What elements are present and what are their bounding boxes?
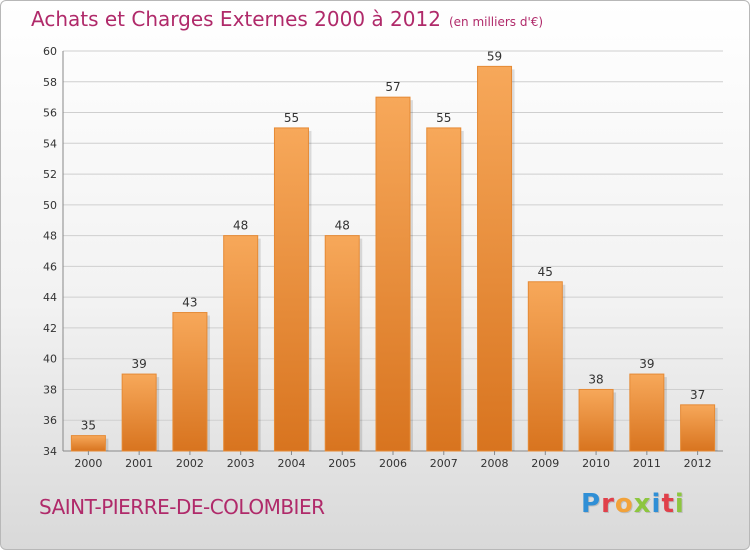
x-tick-label: 2002 [176,457,204,470]
y-tick-label: 60 [43,45,57,58]
bar-2008 [477,65,513,452]
x-tick-label: 2010 [582,457,610,470]
y-tick-label: 46 [43,260,57,273]
x-tick-label: 2012 [684,457,712,470]
x-tick-label: 2005 [328,457,356,470]
x-tick-label: 2004 [277,457,305,470]
y-tick-label: 34 [43,445,57,458]
y-tick-label: 54 [43,137,57,150]
data-label: 39 [132,357,147,371]
data-label: 55 [284,111,299,125]
data-label: 35 [81,419,96,433]
data-label: 39 [639,357,654,371]
data-label: 48 [233,219,248,233]
logo-letter: P [581,489,602,519]
y-tick-label: 50 [43,199,57,212]
data-label: 43 [182,296,197,310]
bar-2006 [375,96,411,452]
logo-letter: t [661,489,675,519]
bar-2009 [527,281,563,452]
logo-letter: o [614,489,634,519]
bar-2002 [172,312,208,452]
place-name: SAINT-PIERRE-DE-COLOMBIER [39,495,325,519]
logo-letter: i [651,489,662,519]
x-tick-label: 2011 [633,457,661,470]
bar-2000 [70,435,106,452]
y-tick-label: 44 [43,291,57,304]
data-label: 37 [690,388,705,402]
y-tick-label: 40 [43,353,57,366]
bar-2005 [324,235,360,452]
proxiti-logo: Proxiti [581,489,685,519]
x-tick-label: 2003 [227,457,255,470]
data-label: 38 [588,372,603,386]
x-tick-label: 2001 [125,457,153,470]
chart-title-text: Achats et Charges Externes 2000 à 2012 [31,7,441,31]
bar-2011 [629,373,665,452]
x-tick-label: 2008 [481,457,509,470]
y-tick-label: 42 [43,322,57,335]
bar-2003 [223,235,259,452]
data-label: 45 [538,265,553,279]
data-label: 57 [385,80,400,94]
y-tick-label: 52 [43,168,57,181]
x-tick-label: 2007 [430,457,458,470]
x-tick-label: 2009 [531,457,559,470]
chart-unit: (en milliers d'€) [448,15,544,29]
chart-title: Achats et Charges Externes 2000 à 2012 (e… [31,7,543,31]
data-label: 48 [335,219,350,233]
logo-letter: x [633,489,652,519]
bar-2012 [680,404,716,452]
x-tick-label: 2000 [74,457,102,470]
bar-2004 [273,127,309,452]
bar-2007 [426,127,462,452]
data-label: 55 [436,111,451,125]
bar-2010 [578,388,614,452]
y-tick-label: 48 [43,230,57,243]
y-tick-label: 36 [43,414,57,427]
data-label: 59 [487,49,502,63]
bar-2001 [121,373,157,452]
logo-letter: r [601,489,615,519]
y-tick-label: 38 [43,383,57,396]
logo-letter: i [674,489,685,519]
y-tick-label: 56 [43,107,57,120]
y-tick-label: 58 [43,76,57,89]
x-tick-label: 2006 [379,457,407,470]
